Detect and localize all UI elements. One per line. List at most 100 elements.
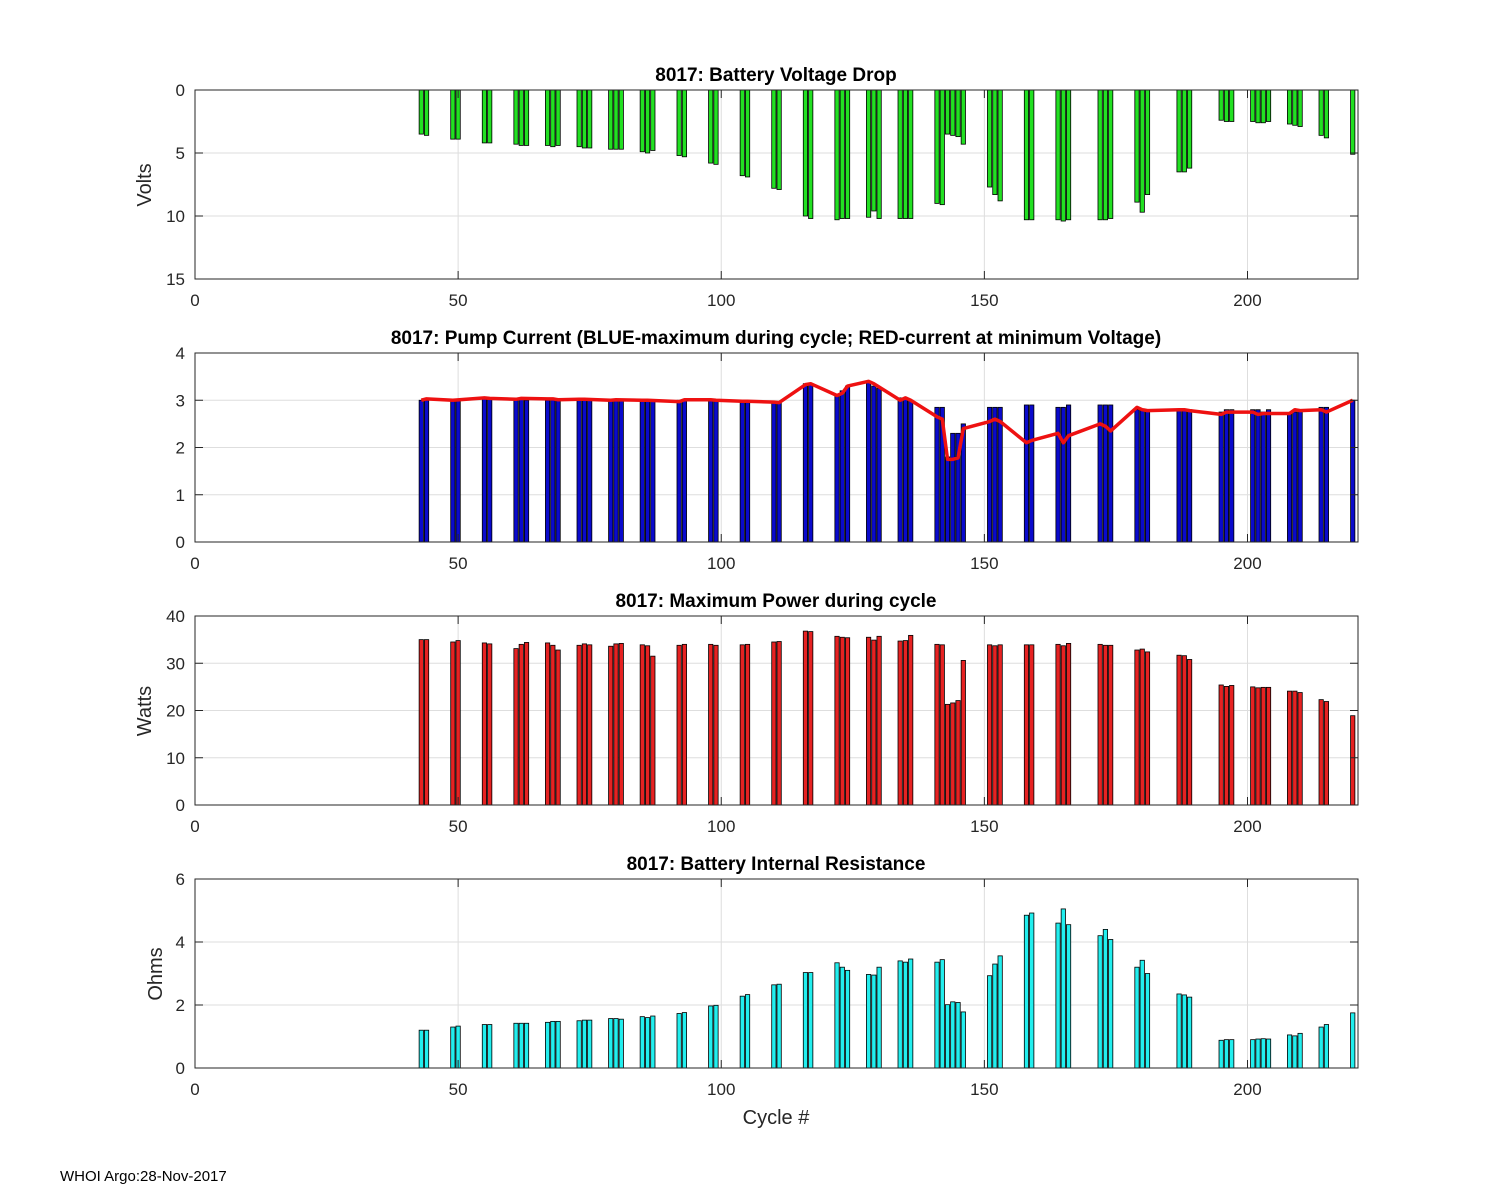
y-tick-label: 2 <box>176 996 185 1015</box>
bar <box>518 89 524 146</box>
x-tick-label: 100 <box>707 1080 735 1099</box>
x-tick-label: 0 <box>190 291 199 310</box>
bar <box>1350 715 1356 806</box>
bar <box>1023 89 1030 221</box>
y-tick-label: 5 <box>176 144 185 163</box>
bar <box>1029 912 1035 1069</box>
bar <box>876 388 882 543</box>
bar <box>681 89 687 158</box>
bar <box>908 89 914 219</box>
bar <box>1187 409 1193 543</box>
bar <box>523 642 530 806</box>
bar <box>987 406 993 543</box>
bar <box>1102 644 1108 806</box>
bar <box>802 630 809 806</box>
x-tick-label: 200 <box>1233 291 1261 310</box>
bar <box>676 1013 682 1069</box>
bar <box>550 644 556 806</box>
bar <box>455 399 461 543</box>
bar <box>587 399 593 543</box>
bar <box>950 702 956 806</box>
internal-resistance-title: 8017: Battery Internal Resistance <box>627 854 926 875</box>
bar <box>1108 404 1114 543</box>
bar <box>1181 994 1187 1069</box>
x-tick-label: 50 <box>449 817 468 836</box>
footer-stamp: WHOI Argo:28-Nov-2017 <box>60 1168 227 1185</box>
bar <box>897 89 903 219</box>
bar <box>844 969 851 1069</box>
y-tick-label: 1 <box>176 486 185 505</box>
bar <box>950 432 956 543</box>
x-tick-label: 100 <box>707 291 735 310</box>
bar <box>545 399 551 543</box>
bar <box>866 636 872 806</box>
bar <box>1223 1039 1229 1069</box>
bar <box>808 631 814 806</box>
bar <box>1297 1032 1303 1069</box>
current-at-min-voltage-line <box>420 379 1354 462</box>
bar <box>481 397 487 543</box>
y-tick-label: 15 <box>166 270 185 289</box>
bar <box>676 644 682 806</box>
bar <box>487 397 493 543</box>
bar <box>1181 655 1187 806</box>
voltage-drop-bars <box>418 89 1356 222</box>
bar <box>613 643 619 806</box>
bar <box>944 703 951 806</box>
bar <box>1323 406 1329 543</box>
bar <box>555 89 561 146</box>
bar <box>487 89 493 144</box>
bar <box>1139 648 1145 806</box>
bar <box>944 89 951 135</box>
bar <box>639 89 645 153</box>
y-tick-label: 0 <box>176 533 185 552</box>
bar <box>771 402 777 543</box>
bar <box>581 1019 587 1069</box>
bar <box>608 645 614 806</box>
bar <box>555 649 561 806</box>
voltage-drop-axes-frame <box>194 89 1359 280</box>
bar <box>944 1004 951 1069</box>
bar <box>992 406 998 543</box>
bar <box>960 1011 966 1069</box>
bar <box>1287 414 1293 543</box>
bar <box>1144 409 1151 543</box>
bar <box>1223 409 1229 543</box>
bar <box>1255 1038 1261 1069</box>
bar <box>1055 643 1061 806</box>
bar <box>545 1021 551 1069</box>
bar <box>708 643 714 806</box>
bar <box>1144 651 1151 806</box>
bar <box>1144 89 1151 195</box>
bar <box>950 89 956 136</box>
bar <box>1292 89 1298 126</box>
bar <box>955 700 961 806</box>
bar <box>802 972 809 1069</box>
bar <box>960 89 966 145</box>
y-tick-label: 20 <box>166 702 185 721</box>
bar <box>902 397 908 543</box>
bar <box>839 636 845 806</box>
x-tick-label: 50 <box>449 554 468 573</box>
max-power-grid <box>195 616 1358 805</box>
bar <box>1181 89 1187 173</box>
bar <box>713 89 719 165</box>
bar <box>902 640 908 806</box>
bar <box>1265 89 1272 122</box>
bar <box>1218 411 1224 543</box>
y-tick-label: 0 <box>176 796 185 815</box>
bar <box>997 644 1003 806</box>
bar <box>739 995 745 1069</box>
bar <box>1350 89 1356 155</box>
bar <box>1097 935 1103 1069</box>
voltage-drop-ticks: 0 50 100 150 200 0 5 10 15 <box>166 81 1358 310</box>
bar <box>987 644 993 806</box>
bar <box>1108 939 1114 1069</box>
bar <box>1323 701 1329 806</box>
bar <box>1323 89 1329 139</box>
voltage-drop-panel: 8017: Battery Voltage Drop Volts 0 50 100 1… <box>134 65 1359 310</box>
bar <box>876 89 882 219</box>
x-tick-label: 0 <box>190 1080 199 1099</box>
bar <box>871 639 877 806</box>
bar <box>992 89 998 195</box>
